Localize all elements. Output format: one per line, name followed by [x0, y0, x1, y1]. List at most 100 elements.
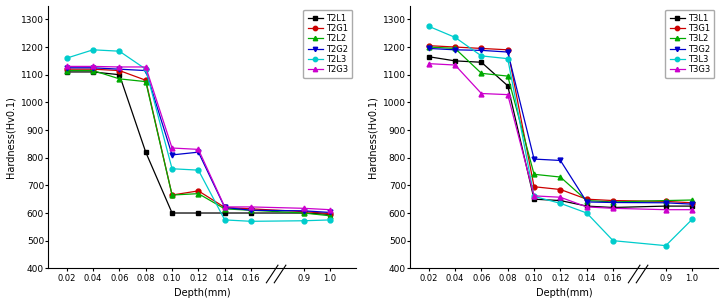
Line: T2G1: T2G1	[64, 67, 332, 216]
T2L1	[194, 211, 203, 215]
T2G2	[194, 150, 203, 154]
Line: T2G2: T2G2	[64, 65, 332, 215]
X-axis label: Depth(mm): Depth(mm)	[174, 288, 231, 299]
T3L2	[477, 71, 486, 75]
T2L1	[220, 211, 229, 215]
T2G3	[62, 64, 71, 68]
T2G1	[220, 206, 229, 209]
T3L1	[477, 60, 486, 64]
T3L1	[609, 206, 618, 209]
T3G1	[530, 185, 539, 188]
Line: T3L2: T3L2	[426, 45, 694, 204]
T2L2	[141, 80, 150, 83]
T3L2	[503, 74, 512, 78]
T2L2	[247, 209, 256, 212]
T3G2	[582, 200, 591, 204]
T2G3	[168, 146, 177, 150]
T3L2	[556, 175, 565, 179]
T2L2	[62, 69, 71, 72]
T2L2	[300, 211, 308, 215]
Line: T3L1: T3L1	[426, 54, 694, 210]
T3G1	[609, 199, 618, 202]
T2G1	[62, 67, 71, 71]
T2G1	[89, 67, 98, 71]
T3L3	[609, 239, 618, 243]
T3G1	[477, 47, 486, 50]
T3G1	[503, 48, 512, 52]
T3G1	[556, 188, 565, 191]
T3L3	[688, 218, 696, 221]
T2G2	[300, 209, 308, 212]
T3G3	[451, 63, 460, 67]
T2L3	[300, 219, 308, 223]
T3L3	[530, 195, 539, 198]
T2G1	[300, 210, 308, 213]
Line: T2L1: T2L1	[64, 70, 332, 217]
T3G3	[477, 92, 486, 95]
T3G2	[530, 157, 539, 161]
T3L2	[424, 45, 433, 49]
T3L2	[609, 200, 618, 204]
T2G3	[115, 65, 124, 69]
T2L3	[89, 48, 98, 52]
T2G3	[247, 205, 256, 209]
Line: T3L3: T3L3	[426, 24, 694, 248]
T3L2	[662, 199, 670, 202]
T3L2	[582, 199, 591, 202]
T3G1	[688, 201, 696, 205]
T3G2	[477, 49, 486, 52]
T3G2	[424, 47, 433, 50]
T3L1	[424, 55, 433, 59]
T2G1	[326, 212, 334, 216]
Legend: T3L1, T3G1, T3L2, T3G2, T3L3, T3G3: T3L1, T3G1, T3L2, T3G2, T3L3, T3G3	[665, 10, 715, 78]
Bar	[623, 276, 655, 295]
T2L3	[115, 49, 124, 53]
T2L3	[247, 219, 256, 223]
T2G3	[89, 64, 98, 68]
T3L3	[662, 244, 670, 247]
T3L2	[451, 47, 460, 50]
T2L2	[220, 207, 229, 211]
Line: T2G3: T2G3	[64, 64, 332, 212]
T2G2	[247, 209, 256, 212]
Y-axis label: Hardness(Hv0.1): Hardness(Hv0.1)	[368, 96, 377, 178]
Line: T3G1: T3G1	[426, 43, 694, 205]
T2G3	[220, 205, 229, 209]
T2L3	[168, 167, 177, 171]
T2L1	[247, 211, 256, 215]
T2G2	[168, 153, 177, 157]
T3G3	[582, 205, 591, 209]
T3L1	[451, 59, 460, 63]
T2L1	[62, 70, 71, 74]
T3L3	[582, 211, 591, 215]
T2G2	[326, 211, 334, 214]
T3G2	[609, 201, 618, 204]
T2L1	[89, 70, 98, 74]
T2G3	[141, 65, 150, 69]
T3L1	[556, 199, 565, 202]
T2G2	[220, 206, 229, 209]
T3L2	[688, 198, 696, 202]
T3L1	[582, 204, 591, 208]
T2L1	[141, 150, 150, 154]
T3L1	[662, 204, 670, 208]
Bar	[261, 276, 293, 295]
T2G2	[62, 66, 71, 70]
T3G3	[503, 93, 512, 96]
T2L1	[168, 211, 177, 215]
T2G1	[247, 207, 256, 211]
T2G3	[300, 206, 308, 210]
T3G2	[556, 159, 565, 162]
T3G1	[451, 45, 460, 49]
Y-axis label: Hardness(Hv0.1): Hardness(Hv0.1)	[6, 96, 15, 178]
T2L2	[326, 214, 334, 218]
T3G1	[582, 197, 591, 201]
T2G2	[141, 69, 150, 72]
T3L1	[688, 204, 696, 208]
T2L2	[194, 192, 203, 195]
Line: T3G3: T3G3	[426, 61, 694, 212]
T3L2	[530, 172, 539, 176]
T3G2	[503, 50, 512, 54]
T2G2	[115, 67, 124, 71]
T2G3	[194, 147, 203, 151]
